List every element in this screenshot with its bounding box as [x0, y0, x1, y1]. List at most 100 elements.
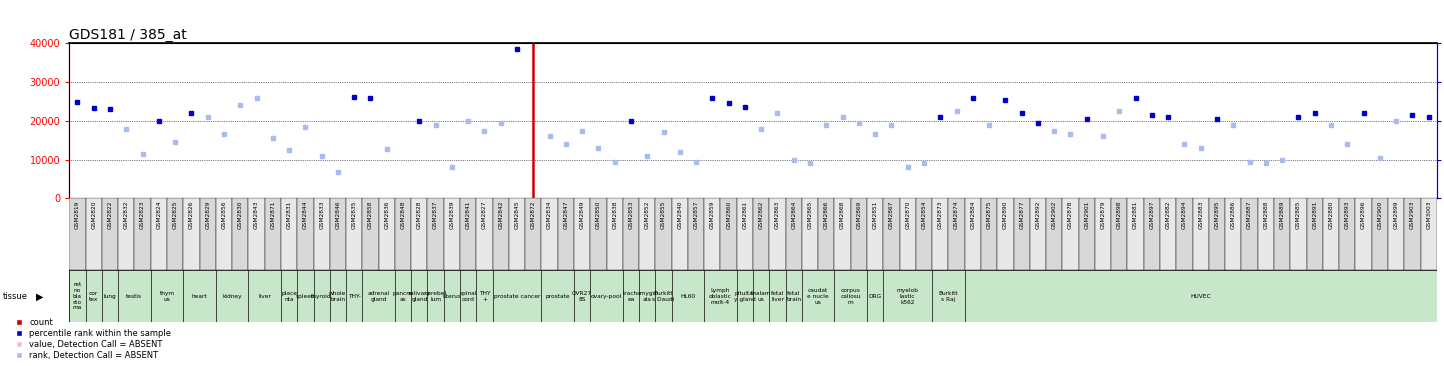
Text: uterus: uterus — [442, 294, 462, 299]
Text: GSM2831: GSM2831 — [286, 201, 292, 229]
Bar — [835, 270, 866, 322]
Text: GSM2895: GSM2895 — [1214, 201, 1220, 229]
Bar — [705, 270, 736, 322]
Text: GSM2879: GSM2879 — [1100, 201, 1106, 229]
Bar — [1079, 198, 1095, 270]
Bar — [183, 198, 199, 270]
Text: GSM2846: GSM2846 — [335, 201, 341, 229]
Bar — [801, 270, 835, 322]
Bar — [542, 270, 573, 322]
Text: GSM2864: GSM2864 — [791, 201, 796, 229]
Text: HL60: HL60 — [680, 294, 696, 299]
Text: testis: testis — [127, 294, 143, 299]
Text: HUVEC: HUVEC — [1190, 294, 1212, 299]
Bar — [736, 270, 754, 322]
Text: GSM2819: GSM2819 — [75, 201, 79, 229]
Text: GSM2854: GSM2854 — [921, 201, 927, 229]
Text: heart: heart — [192, 294, 208, 299]
Text: GSM2823: GSM2823 — [140, 201, 144, 229]
Text: GSM2849: GSM2849 — [579, 201, 585, 229]
Bar — [770, 270, 786, 322]
Bar — [1095, 198, 1112, 270]
Text: GSM2867: GSM2867 — [890, 201, 894, 229]
Text: thym
us: thym us — [159, 291, 175, 302]
Bar — [786, 270, 801, 322]
Text: GSM2850: GSM2850 — [596, 201, 601, 229]
Bar — [362, 198, 378, 270]
Text: GSM2852: GSM2852 — [644, 201, 650, 229]
Bar — [640, 198, 656, 270]
Bar — [965, 198, 980, 270]
Bar — [394, 198, 412, 270]
Bar — [378, 198, 394, 270]
Text: GSM2827: GSM2827 — [482, 201, 487, 229]
Bar — [1339, 198, 1356, 270]
Text: GSM2892: GSM2892 — [1035, 201, 1041, 229]
Bar — [640, 270, 656, 322]
Text: GSM2825: GSM2825 — [173, 201, 178, 229]
Text: GSM2884: GSM2884 — [970, 201, 975, 229]
Text: pituitar
y gland: pituitar y gland — [734, 291, 755, 302]
Bar — [150, 270, 183, 322]
Text: GSM2902: GSM2902 — [1051, 201, 1057, 229]
Text: cor
tex: cor tex — [90, 291, 98, 302]
Bar — [1356, 198, 1372, 270]
Text: GSM2886: GSM2886 — [1230, 201, 1236, 229]
Text: GSM2874: GSM2874 — [954, 201, 959, 229]
Bar — [1225, 198, 1242, 270]
Text: GSM2871: GSM2871 — [270, 201, 276, 229]
Bar — [754, 198, 770, 270]
Bar — [118, 270, 150, 322]
Bar — [591, 270, 622, 322]
Bar — [965, 270, 1437, 322]
Text: corpus
callosu
m: corpus callosu m — [840, 288, 861, 305]
Bar — [1045, 198, 1063, 270]
Bar — [347, 198, 362, 270]
Bar — [884, 198, 900, 270]
Text: GSM2900: GSM2900 — [1378, 201, 1382, 229]
Text: kidney: kidney — [222, 294, 243, 299]
Bar — [671, 270, 705, 322]
Bar — [329, 198, 347, 270]
Text: GSM2829: GSM2829 — [205, 201, 211, 229]
Bar — [103, 270, 118, 322]
Bar — [427, 270, 443, 322]
Bar — [1014, 198, 1030, 270]
Bar — [754, 270, 770, 322]
Bar — [134, 198, 150, 270]
Text: GSM2847: GSM2847 — [563, 201, 569, 229]
Text: GSM2838: GSM2838 — [612, 201, 617, 229]
Text: GSM2873: GSM2873 — [937, 201, 943, 229]
Bar — [980, 198, 998, 270]
Text: GSM2840: GSM2840 — [677, 201, 682, 229]
Text: salivary
gland: salivary gland — [407, 291, 430, 302]
Text: GSM2877: GSM2877 — [1019, 201, 1024, 229]
Bar — [915, 198, 933, 270]
Text: Lymph
oblastic
molt-4: Lymph oblastic molt-4 — [709, 288, 732, 305]
Bar — [215, 198, 232, 270]
Bar — [656, 270, 671, 322]
Text: GSM2820: GSM2820 — [91, 201, 97, 229]
Bar — [103, 198, 118, 270]
Text: GSM2856: GSM2856 — [221, 201, 227, 229]
Bar — [443, 270, 461, 322]
Text: GSM2839: GSM2839 — [449, 201, 455, 229]
Bar — [313, 198, 329, 270]
Bar — [573, 270, 591, 322]
Bar — [412, 198, 427, 270]
Text: whole
brain: whole brain — [329, 291, 347, 302]
Text: GSM2880: GSM2880 — [1328, 201, 1333, 229]
Bar — [1274, 198, 1291, 270]
Text: ovary-pool: ovary-pool — [591, 294, 622, 299]
Bar — [248, 270, 282, 322]
Bar — [329, 270, 347, 322]
Bar — [1307, 198, 1323, 270]
Text: GSM2899: GSM2899 — [1393, 201, 1399, 229]
Text: place
nta: place nta — [282, 291, 297, 302]
Bar — [461, 270, 477, 322]
Text: Burkitt
s Daudi: Burkitt s Daudi — [653, 291, 674, 302]
Text: GSM2853: GSM2853 — [628, 201, 634, 229]
Bar — [492, 198, 508, 270]
Bar — [1209, 198, 1225, 270]
Text: GSM2832: GSM2832 — [124, 201, 129, 229]
